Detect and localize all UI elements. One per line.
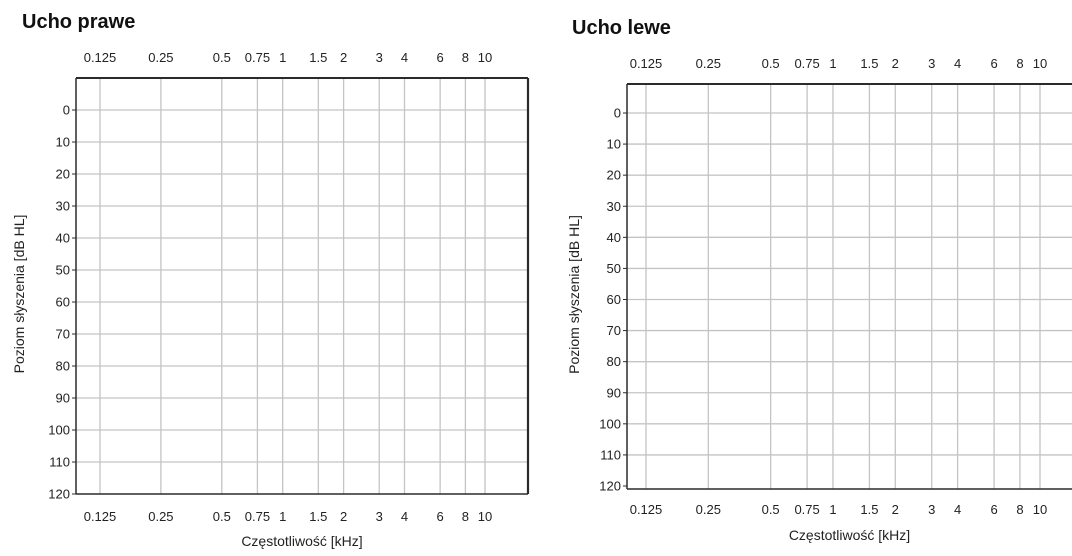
right-ear-xtick-top-1: 1 bbox=[279, 50, 286, 65]
left-ear-ytick-label-110: 110 bbox=[600, 447, 621, 462]
right-ear-xtick-top-3: 3 bbox=[376, 50, 383, 65]
right-ear-ytick-label-120: 120 bbox=[48, 487, 70, 502]
right-ear-xtick-top-2: 2 bbox=[340, 50, 347, 65]
left-ear-xtick-bottom-3: 3 bbox=[928, 502, 935, 517]
right-ear-xtick-top-0.25: 0.25 bbox=[148, 50, 173, 65]
right-ear-ytick-label-110: 110 bbox=[49, 455, 70, 470]
right-ear-xtick-bottom-0.125: 0.125 bbox=[84, 509, 117, 524]
left-ear-xtick-top-0.75: 0.75 bbox=[794, 56, 819, 71]
right-ear-ytick-label-50: 50 bbox=[56, 263, 70, 278]
left-ear-xtick-bottom-0.25: 0.25 bbox=[696, 502, 721, 517]
left-ear-xtick-top-6: 6 bbox=[990, 56, 997, 71]
right-ear-xtick-bottom-4: 4 bbox=[401, 509, 408, 524]
right-ear-ytick-label-90: 90 bbox=[56, 391, 70, 406]
right-ear-xtick-bottom-0.75: 0.75 bbox=[245, 509, 270, 524]
right-ear-title: Ucho prawe bbox=[22, 11, 136, 33]
left-ear-xtick-bottom-6: 6 bbox=[990, 502, 997, 517]
left-ear-xtick-top-1.5: 1.5 bbox=[860, 56, 878, 71]
right-ear-ytick-label-70: 70 bbox=[56, 327, 70, 342]
left-ear-xtick-top-10: 10 bbox=[1033, 56, 1047, 71]
left-ear-xtick-top-2: 2 bbox=[892, 56, 899, 71]
left-ear-ytick-label-70: 70 bbox=[607, 323, 621, 338]
left-ear-ylabel: Poziom słyszenia [dB HL] bbox=[566, 215, 582, 374]
left-ear-xtick-bottom-2: 2 bbox=[892, 502, 899, 517]
left-ear-xtick-bottom-4: 4 bbox=[954, 502, 961, 517]
left-ear-xtick-top-0.5: 0.5 bbox=[762, 56, 780, 71]
left-ear-xtick-bottom-1.5: 1.5 bbox=[860, 502, 878, 517]
right-ear-ytick-label-40: 40 bbox=[56, 231, 70, 246]
right-ear-xtick-bottom-6: 6 bbox=[437, 509, 444, 524]
left-ear-xtick-bottom-0.75: 0.75 bbox=[794, 502, 819, 517]
right-ear-ytick-label-60: 60 bbox=[56, 295, 70, 310]
left-ear-ytick-label-100: 100 bbox=[599, 416, 621, 431]
right-ear-ytick-label-100: 100 bbox=[48, 423, 70, 438]
left-ear-ytick-label-60: 60 bbox=[607, 292, 621, 307]
right-ear-xtick-bottom-8: 8 bbox=[462, 509, 469, 524]
left-ear-xtick-bottom-0.125: 0.125 bbox=[630, 502, 663, 517]
left-ear-xtick-top-0.25: 0.25 bbox=[696, 56, 721, 71]
left-ear-xtick-top-1: 1 bbox=[829, 56, 836, 71]
left-ear-ytick-label-50: 50 bbox=[607, 261, 621, 276]
right-ear-xtick-top-0.75: 0.75 bbox=[245, 50, 270, 65]
right-ear-xtick-bottom-1.5: 1.5 bbox=[309, 509, 327, 524]
right-ear-ytick-label-10: 10 bbox=[56, 135, 70, 150]
left-ear-xlabel: Częstotliwość [kHz] bbox=[789, 527, 910, 543]
right-ear-xtick-bottom-3: 3 bbox=[376, 509, 383, 524]
left-ear-ytick-label-80: 80 bbox=[607, 354, 621, 369]
right-ear-xlabel: Częstotliwość [kHz] bbox=[241, 533, 362, 549]
right-ear-audiogram: 01020304050607080901001101200.1250.1250.… bbox=[11, 50, 530, 549]
right-ear-xtick-bottom-2: 2 bbox=[340, 509, 347, 524]
left-ear-title: Ucho lewe bbox=[572, 17, 671, 39]
right-ear-ytick-label-30: 30 bbox=[56, 199, 70, 214]
left-ear-xtick-bottom-10: 10 bbox=[1033, 502, 1047, 517]
left-ear-ytick-label-40: 40 bbox=[607, 230, 621, 245]
left-ear-xtick-top-0.125: 0.125 bbox=[630, 56, 663, 71]
left-ear-ytick-label-120: 120 bbox=[599, 479, 621, 494]
right-ear-xtick-top-6: 6 bbox=[437, 50, 444, 65]
left-ear-xtick-top-8: 8 bbox=[1016, 56, 1023, 71]
right-ear-xtick-bottom-0.5: 0.5 bbox=[213, 509, 231, 524]
right-ear-xtick-top-4: 4 bbox=[401, 50, 408, 65]
left-ear-xtick-top-3: 3 bbox=[928, 56, 935, 71]
left-ear-ytick-label-90: 90 bbox=[607, 385, 621, 400]
right-ear-xtick-top-0.125: 0.125 bbox=[84, 50, 117, 65]
left-ear-xtick-top-4: 4 bbox=[954, 56, 961, 71]
left-ear-ytick-label-10: 10 bbox=[607, 137, 621, 152]
right-ear-ytick-label-0: 0 bbox=[63, 103, 70, 118]
right-ear-ytick-label-80: 80 bbox=[56, 359, 70, 374]
right-ear-xtick-top-8: 8 bbox=[462, 50, 469, 65]
right-ear-xtick-top-0.5: 0.5 bbox=[213, 50, 231, 65]
right-ear-ytick-label-20: 20 bbox=[56, 167, 70, 182]
right-ear-xtick-bottom-1: 1 bbox=[279, 509, 286, 524]
right-ear-xtick-bottom-0.25: 0.25 bbox=[148, 509, 173, 524]
left-ear-xtick-bottom-0.5: 0.5 bbox=[762, 502, 780, 517]
right-ear-xtick-top-10: 10 bbox=[478, 50, 492, 65]
left-ear-ytick-label-20: 20 bbox=[607, 168, 621, 183]
right-ear-plot: 01020304050607080901001101200.1250.1250.… bbox=[11, 50, 530, 549]
left-ear-ytick-label-0: 0 bbox=[614, 106, 621, 121]
left-ear-xtick-bottom-8: 8 bbox=[1016, 502, 1023, 517]
right-ear-xtick-top-1.5: 1.5 bbox=[309, 50, 327, 65]
left-ear-xtick-bottom-1: 1 bbox=[829, 502, 836, 517]
right-ear-xtick-bottom-10: 10 bbox=[478, 509, 492, 524]
left-ear-plot: 01020304050607080901001101200.1250.1250.… bbox=[566, 56, 1072, 543]
left-ear-ytick-label-30: 30 bbox=[607, 199, 621, 214]
right-ear-ylabel: Poziom słyszenia [dB HL] bbox=[11, 215, 27, 374]
